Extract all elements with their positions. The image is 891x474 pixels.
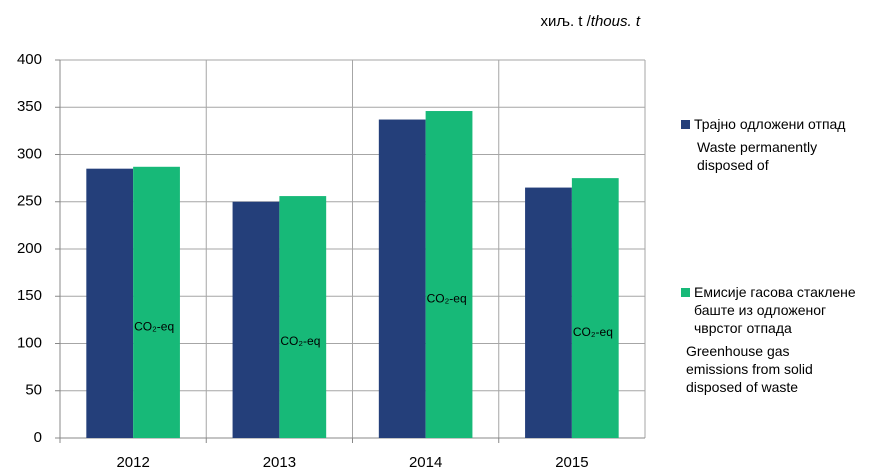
y-tick-label: 250 (17, 193, 42, 210)
legend-label: Емисије гасова стаклене баште из одложен… (694, 284, 856, 336)
bar (425, 111, 473, 438)
bar (232, 201, 280, 438)
bar (378, 119, 426, 438)
y-tick-label: 300 (17, 145, 42, 162)
y-tick-label: 200 (17, 240, 42, 257)
unit-label: хиљ. t /thous. t (540, 13, 640, 30)
y-tick-label: 350 (17, 98, 42, 115)
bar (525, 187, 572, 438)
legend-swatch (681, 288, 690, 297)
y-tick-label: 50 (25, 382, 42, 399)
bar (279, 196, 327, 438)
y-tick-label: 150 (17, 287, 42, 304)
unit-label-sr: хиљ. t / (540, 13, 591, 30)
legend-entry: Трајно одложени отпад Waste permanently … (681, 115, 886, 174)
bar (86, 168, 134, 439)
annotation: CO₂-eq (280, 334, 320, 348)
y-tick-label: 0 (34, 429, 42, 446)
legend-entry: Емисије гасова стаклене баште из одложен… (681, 283, 856, 396)
y-tick-label: 100 (17, 334, 42, 351)
annotation: CO₂-eq (573, 325, 613, 339)
bar (133, 166, 180, 438)
x-tick-label: 2014 (409, 454, 442, 471)
x-tick-label: 2013 (263, 454, 296, 471)
annotation: CO₂-eq (134, 320, 174, 334)
legend-swatch (681, 120, 690, 129)
annotation: CO₂-eq (427, 292, 467, 306)
legend-label-en: Greenhouse gas emissions from solid disp… (686, 343, 813, 395)
legend-label-en: Waste permanently disposed of (697, 139, 818, 173)
legend-label: Трајно одложени отпад (694, 116, 846, 132)
y-tick-label: 400 (17, 51, 42, 68)
unit-label-en: thous. t (591, 13, 641, 30)
bar (571, 178, 619, 438)
x-tick-label: 2012 (116, 454, 149, 471)
x-tick-label: 2015 (555, 454, 588, 471)
